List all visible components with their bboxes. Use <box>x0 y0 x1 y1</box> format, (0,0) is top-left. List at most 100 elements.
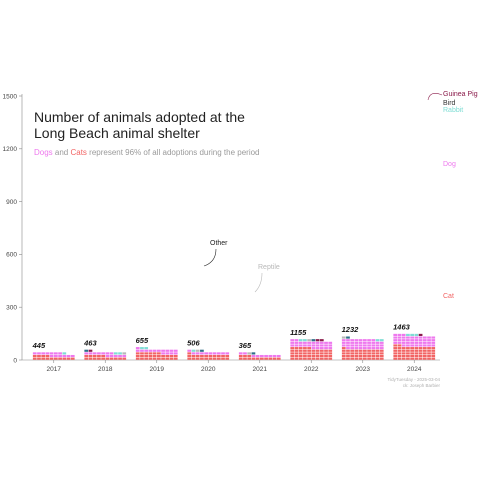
waffle-cell-cat <box>324 349 328 352</box>
y-tick-label: 0 <box>13 357 17 364</box>
waffle-cell-cat <box>41 354 46 358</box>
waffle-cell-dog <box>303 341 307 344</box>
waffle-cell-cat <box>422 349 427 352</box>
waffle-cell-dog <box>294 344 299 347</box>
waffle-cell-cat <box>401 352 406 355</box>
annotation-other: Other <box>210 240 228 247</box>
waffle-cell-cat <box>294 354 299 358</box>
waffle-cell-cat <box>307 349 311 352</box>
waffle-cell-cat <box>200 357 204 360</box>
waffle-cell-dog <box>187 349 192 352</box>
waffle-cell-cat <box>422 347 427 350</box>
waffle-cell-dog <box>418 339 423 342</box>
waffle-cell-cat <box>32 357 37 360</box>
waffle-cell-dog <box>427 344 431 347</box>
waffle-cell-cat <box>319 352 324 355</box>
waffle-cell-bird <box>311 339 316 342</box>
waffle-cell-dog <box>406 341 410 344</box>
waffle-cell-reptile <box>247 352 252 355</box>
waffle-cell-cat <box>84 354 89 358</box>
y-tick-label: 1200 <box>3 146 18 153</box>
waffle-cell-cat <box>298 357 303 360</box>
waffle-cell-reptile <box>341 336 346 339</box>
waffle-cell-dog <box>204 352 208 355</box>
waffle-cell-cat <box>307 347 311 350</box>
waffle-cell-cat <box>393 344 398 347</box>
waffle-cell-cat <box>157 352 161 355</box>
waffle-cell-dog <box>375 341 380 344</box>
y-tick-label: 900 <box>6 199 17 206</box>
waffle-cell-dog <box>367 339 371 342</box>
waffle-cell-cat <box>393 352 398 355</box>
waffle-cell-cat <box>346 354 350 358</box>
waffle-cell-dog <box>328 344 333 347</box>
annotation-cat: Cat <box>443 293 454 300</box>
waffle-cell-cat <box>238 357 243 360</box>
annotation-reptile-arrow <box>254 272 263 293</box>
waffle-cell-dog <box>135 349 140 352</box>
waffle-cell-cat <box>45 357 50 360</box>
waffle-cell-cat <box>165 357 170 360</box>
waffle-cell-cat <box>49 357 54 360</box>
waffle-cell-cat <box>346 357 350 360</box>
waffle-cell-dog <box>354 341 359 344</box>
annotation-bird: Bird <box>443 100 456 107</box>
waffle-cell-cat <box>371 352 376 355</box>
waffle-cell-dog <box>379 347 384 350</box>
waffle-cell-cat <box>187 352 192 355</box>
waffle-cell-cat <box>311 349 316 352</box>
waffle-cell-cat <box>303 352 307 355</box>
waffle-cell-cat <box>363 354 367 358</box>
waffle-cell-guinea-pig <box>319 339 324 342</box>
waffle-cell-cat <box>367 357 371 360</box>
waffle-cell-dog <box>311 341 316 344</box>
waffle-cell-dog <box>200 352 204 355</box>
waffle-cell-cat <box>140 357 144 360</box>
waffle-cell-dog <box>393 336 398 339</box>
waffle-cell-dog <box>328 341 333 344</box>
waffle-cell-cat <box>406 357 410 360</box>
waffle-cell-cat <box>216 357 221 360</box>
waffle-cell-cat <box>97 354 101 358</box>
waffle-cell-dog <box>324 344 328 347</box>
waffle-cell-cat <box>406 354 410 358</box>
waffle-cell-cat <box>414 347 419 350</box>
waffle-cell-bird <box>346 336 350 339</box>
waffle-cell-cat <box>328 352 333 355</box>
waffle-cell-dog <box>427 339 431 342</box>
waffle-cell-cat <box>113 357 118 360</box>
waffle-cell-cat <box>311 352 316 355</box>
waffle-cell-cat <box>341 352 346 355</box>
waffle-cell-dog <box>358 339 363 342</box>
waffle-cell-dog <box>324 341 328 344</box>
waffle-cell-cat <box>144 352 149 355</box>
bar-2024 <box>393 333 436 360</box>
waffle-cell-dog <box>346 347 350 350</box>
waffle-cell-dog <box>397 333 402 336</box>
total-label-2018: 463 <box>83 338 97 347</box>
waffle-cell-cat <box>161 354 165 358</box>
waffle-cell-cat <box>238 354 243 358</box>
waffle-cell-dog <box>410 341 414 344</box>
bars-layer <box>32 333 436 360</box>
waffle-cell-cat <box>410 354 414 358</box>
waffle-cell-dog <box>363 339 367 342</box>
total-label-2022: 1155 <box>290 328 307 337</box>
waffle-cell-cat <box>367 352 371 355</box>
waffle-cell-dog <box>238 352 243 355</box>
waffle-cell-cat <box>32 354 37 358</box>
waffle-cell-cat <box>276 357 281 360</box>
x-tick-label-2023: 2023 <box>356 366 371 373</box>
waffle-cell-dog <box>375 347 380 350</box>
x-tick-label-2020: 2020 <box>201 366 216 373</box>
y-tick-label: 1500 <box>3 93 18 100</box>
waffle-cell-dog <box>272 354 277 358</box>
waffle-cell-cat <box>410 357 414 360</box>
total-label-2020: 506 <box>187 338 200 347</box>
waffle-cell-dog <box>58 354 62 358</box>
waffle-cell-cat <box>363 352 367 355</box>
waffle-cell-rabbit <box>298 339 303 342</box>
waffle-cell-dog <box>97 352 101 355</box>
annotation-rabbit: Rabbit <box>443 107 463 114</box>
waffle-cell-dog <box>315 347 320 350</box>
